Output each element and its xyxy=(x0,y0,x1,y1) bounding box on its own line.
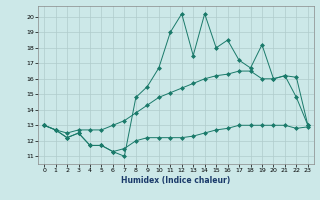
X-axis label: Humidex (Indice chaleur): Humidex (Indice chaleur) xyxy=(121,176,231,185)
